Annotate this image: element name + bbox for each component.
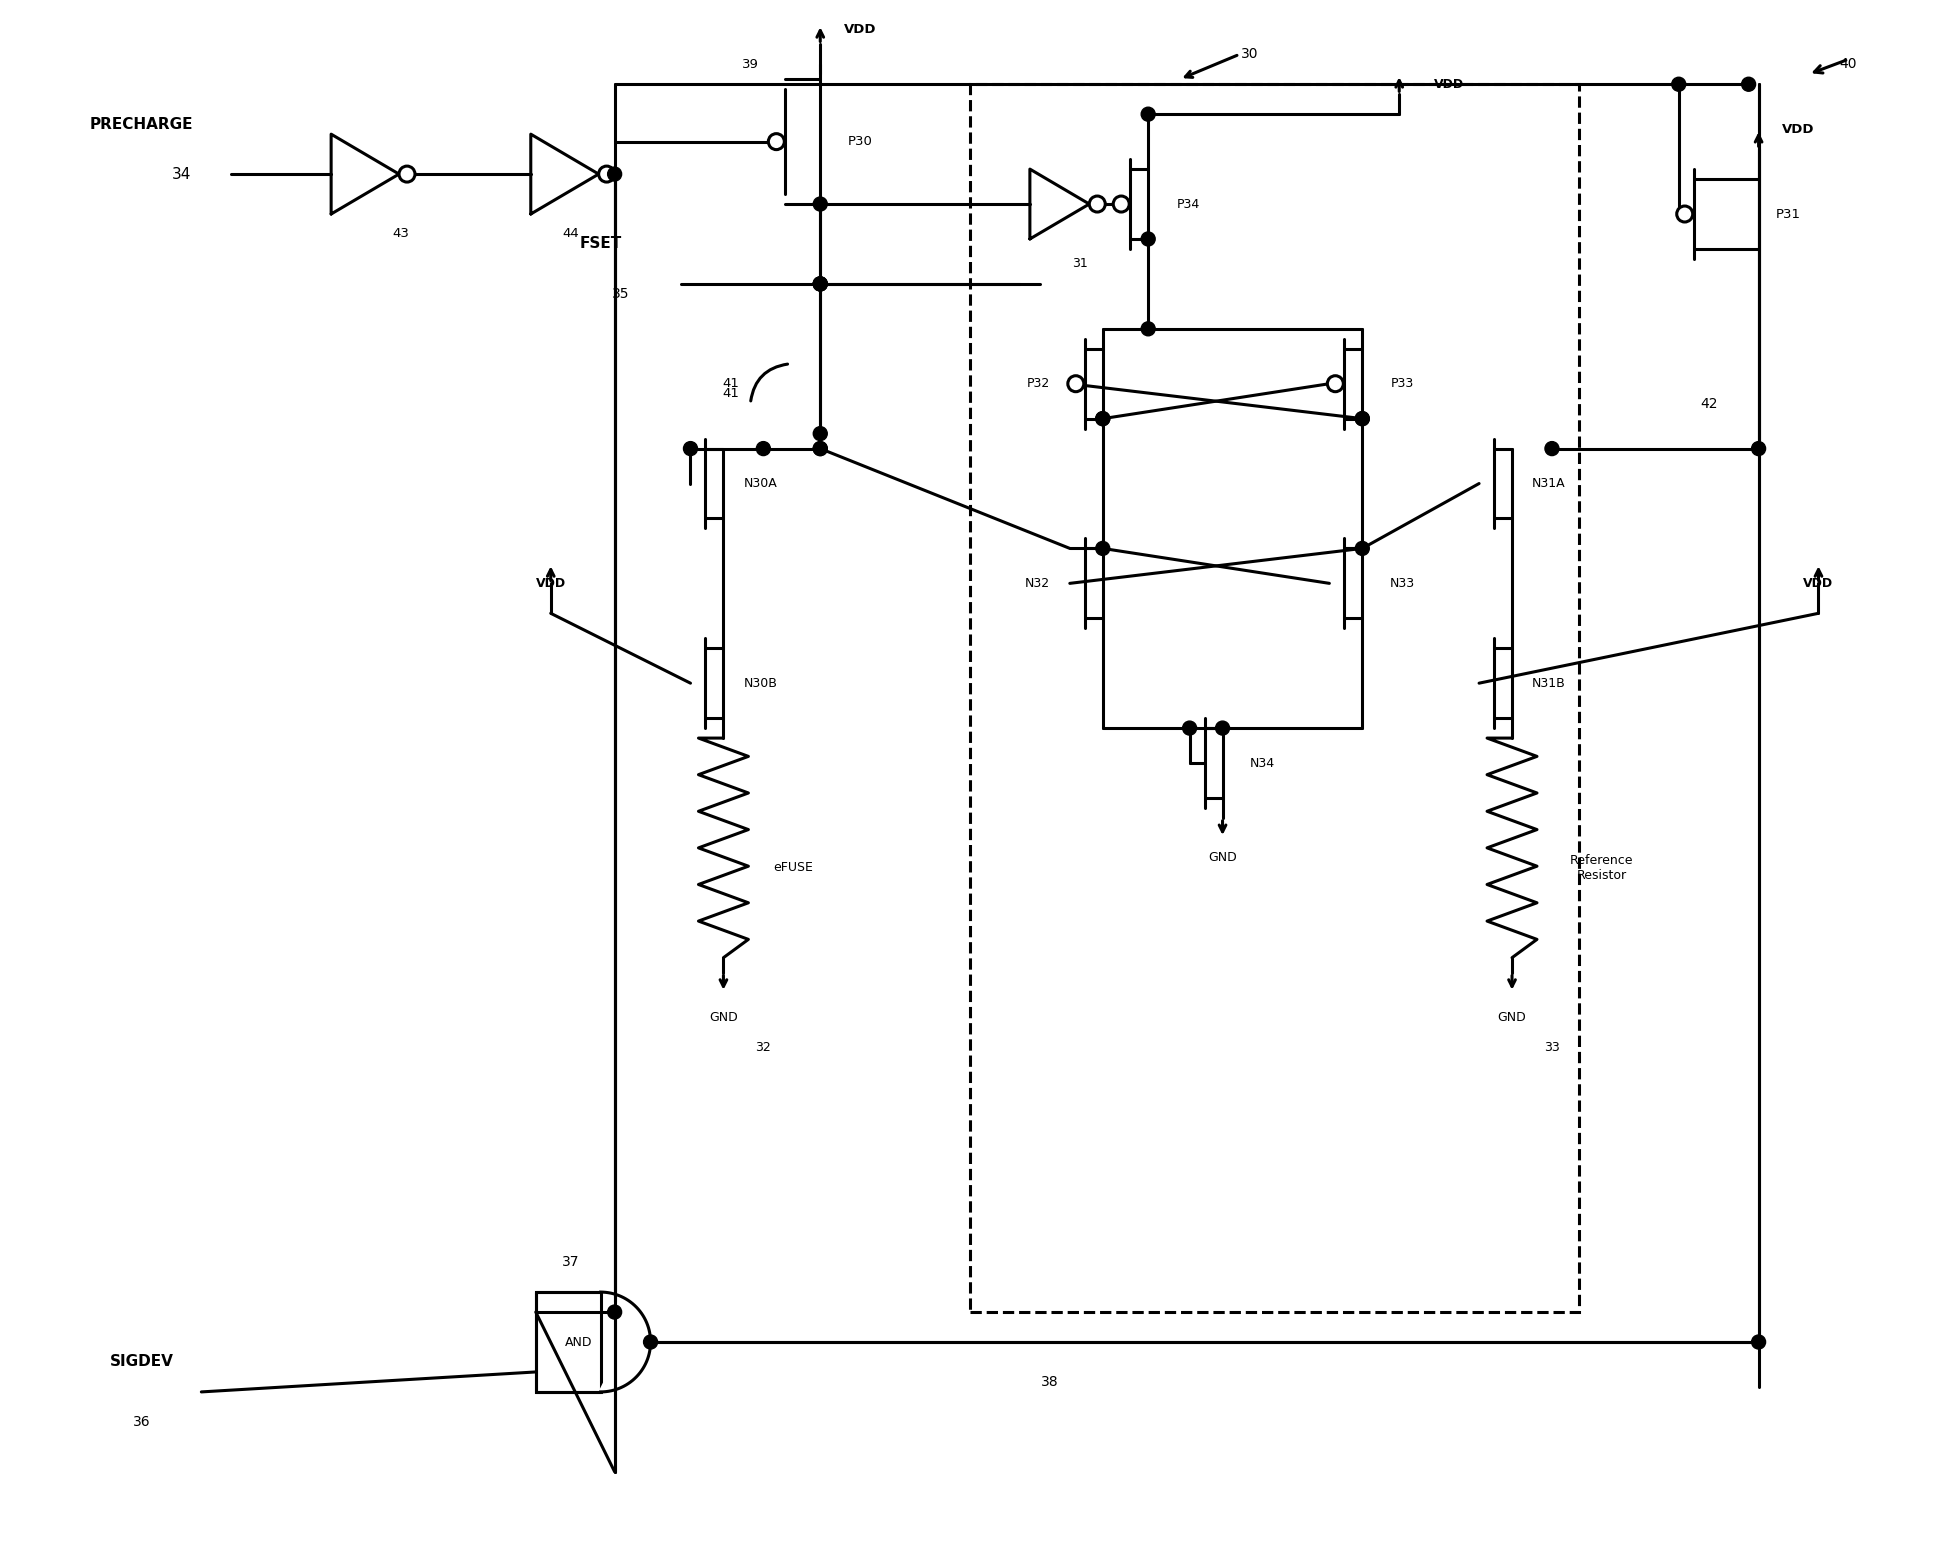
- Circle shape: [1752, 442, 1766, 455]
- Text: GND: GND: [1497, 1011, 1526, 1024]
- Text: 32: 32: [756, 1041, 772, 1053]
- Text: 30: 30: [1242, 47, 1259, 61]
- Circle shape: [814, 277, 828, 291]
- Text: N31A: N31A: [1532, 477, 1567, 491]
- Text: P32: P32: [1027, 377, 1050, 391]
- Text: 36: 36: [133, 1415, 151, 1429]
- Text: N32: N32: [1025, 577, 1050, 589]
- Text: 33: 33: [1543, 1041, 1561, 1053]
- Circle shape: [1114, 195, 1129, 213]
- Circle shape: [1089, 195, 1104, 213]
- Circle shape: [1356, 541, 1369, 555]
- Circle shape: [814, 197, 828, 211]
- Circle shape: [607, 167, 621, 181]
- Text: PRECHARGE: PRECHARGE: [89, 117, 193, 131]
- Bar: [971, 84, 1578, 1311]
- Text: GND: GND: [710, 1011, 737, 1024]
- Text: P33: P33: [1391, 377, 1414, 391]
- Circle shape: [1182, 721, 1197, 735]
- Circle shape: [1671, 77, 1686, 91]
- Circle shape: [1141, 322, 1155, 336]
- Text: 35: 35: [611, 288, 629, 300]
- Text: P31: P31: [1775, 208, 1801, 220]
- Text: VDD: VDD: [1435, 78, 1464, 91]
- Circle shape: [814, 277, 828, 291]
- Circle shape: [814, 427, 828, 441]
- Circle shape: [1141, 108, 1155, 122]
- Circle shape: [1068, 375, 1083, 392]
- Circle shape: [1545, 442, 1559, 455]
- Text: 43: 43: [393, 228, 410, 241]
- Text: N30A: N30A: [743, 477, 777, 491]
- Text: N31B: N31B: [1532, 677, 1567, 689]
- Text: 34: 34: [172, 167, 191, 181]
- Circle shape: [1752, 1335, 1766, 1349]
- Text: VDD: VDD: [843, 23, 876, 36]
- Text: P34: P34: [1176, 197, 1199, 211]
- Text: 41: 41: [721, 377, 739, 391]
- Text: SIGDEV: SIGDEV: [110, 1355, 174, 1369]
- Text: 31: 31: [1071, 258, 1087, 270]
- Text: eFUSE: eFUSE: [774, 861, 812, 874]
- Circle shape: [1356, 411, 1369, 425]
- Text: AND: AND: [565, 1335, 592, 1349]
- Circle shape: [814, 277, 828, 291]
- Circle shape: [607, 1305, 621, 1319]
- Text: 39: 39: [743, 58, 758, 70]
- Text: VDD: VDD: [536, 577, 567, 589]
- Circle shape: [1097, 411, 1110, 425]
- Text: N34: N34: [1249, 756, 1275, 769]
- Circle shape: [1327, 375, 1344, 392]
- Text: FSET: FSET: [580, 236, 621, 252]
- Circle shape: [756, 442, 770, 455]
- Circle shape: [644, 1335, 658, 1349]
- Circle shape: [814, 442, 828, 455]
- Text: VDD: VDD: [1802, 577, 1833, 589]
- Circle shape: [814, 442, 828, 455]
- Circle shape: [1097, 411, 1110, 425]
- Circle shape: [1743, 77, 1756, 91]
- Circle shape: [1216, 721, 1230, 735]
- Text: Reference
Resistor: Reference Resistor: [1570, 853, 1634, 882]
- Circle shape: [1141, 231, 1155, 245]
- Text: 38: 38: [1040, 1375, 1058, 1390]
- Circle shape: [683, 442, 698, 455]
- Text: 37: 37: [563, 1255, 580, 1269]
- Circle shape: [398, 166, 416, 181]
- Text: N30B: N30B: [743, 677, 777, 689]
- Text: 42: 42: [1700, 397, 1717, 411]
- Text: GND: GND: [1209, 852, 1238, 864]
- Text: 44: 44: [563, 228, 578, 241]
- Text: 41: 41: [721, 388, 739, 400]
- Circle shape: [1356, 411, 1369, 425]
- Circle shape: [1097, 541, 1110, 555]
- Text: VDD: VDD: [1783, 122, 1814, 136]
- Text: N33: N33: [1391, 577, 1416, 589]
- Circle shape: [768, 134, 785, 150]
- FancyBboxPatch shape: [536, 1293, 601, 1393]
- Circle shape: [600, 166, 615, 181]
- Circle shape: [1677, 206, 1692, 222]
- Text: P30: P30: [847, 134, 872, 148]
- Text: 40: 40: [1839, 58, 1857, 72]
